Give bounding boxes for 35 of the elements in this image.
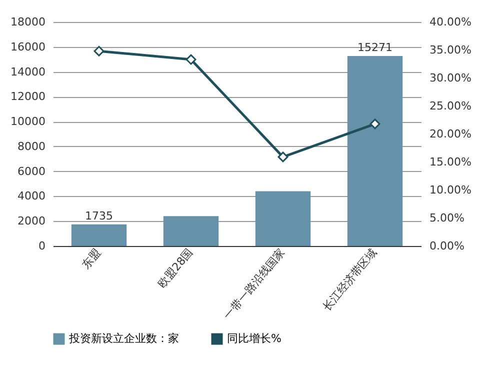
point	[186, 54, 196, 65]
bar	[71, 224, 127, 246]
y-tick-label: 16000	[10, 40, 46, 54]
y-tick-label: 4000	[18, 190, 46, 203]
x-tick-label: 一带一路沿线国家	[221, 246, 288, 322]
y-tick-label: 10000	[10, 115, 46, 128]
bar	[163, 216, 219, 246]
y-tick-label: 2000	[18, 214, 46, 228]
x-tick-label: 欧盟28国	[155, 246, 196, 290]
y2-tick-label: 5.00%	[430, 212, 464, 224]
y2-tick-label: 25.00%	[430, 100, 472, 112]
y2-tick-label: 35.00%	[430, 44, 472, 56]
y2-tick-label: 40.00%	[430, 16, 472, 28]
y-tick-label: 14000	[10, 65, 46, 78]
point	[370, 118, 380, 130]
y2-tick-label: 30.00%	[430, 72, 472, 84]
data-label: 15271	[358, 40, 392, 54]
bar	[255, 191, 311, 246]
y-tick-label: 6000	[18, 164, 46, 178]
y-tick-label: 8000	[18, 140, 46, 153]
y2-tick-label: 15.00%	[430, 156, 472, 168]
y-tick-label: 12000	[10, 90, 46, 104]
y-tick-label: 18000	[10, 16, 46, 28]
x-tick-label: 东盟	[79, 246, 104, 272]
legend-label: 同比增长%	[227, 332, 282, 345]
legend-label: 投资新设立企业数：家	[68, 332, 179, 345]
data-label: 1735	[85, 209, 113, 222]
bar	[347, 56, 403, 246]
y2-tick-label: 20.00%	[430, 128, 472, 140]
x-tick-label: 长江经济带区域	[320, 246, 380, 314]
y2-tick-label: 0.00%	[430, 240, 464, 252]
point	[278, 152, 288, 162]
y-tick-label: 0	[38, 240, 46, 252]
point	[94, 46, 104, 56]
y2-tick-label: 10.00%	[430, 184, 472, 196]
